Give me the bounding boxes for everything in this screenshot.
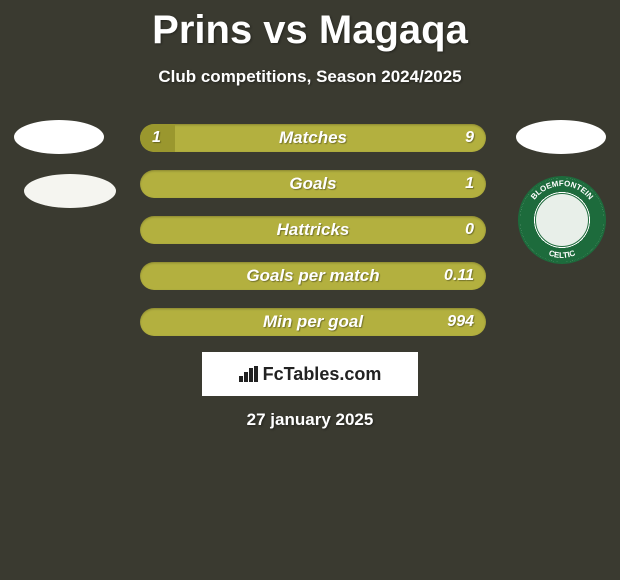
player-right-avatar xyxy=(516,120,606,154)
bar-chart-icon xyxy=(239,366,259,382)
stat-right-value: 1 xyxy=(465,170,474,198)
club-right-logo-inner xyxy=(535,193,589,247)
stat-label: Min per goal xyxy=(140,308,486,336)
date-label: 27 january 2025 xyxy=(0,410,620,430)
stat-right-value: 994 xyxy=(447,308,474,336)
stat-label: Goals per match xyxy=(140,262,486,290)
stat-label: Hattricks xyxy=(140,216,486,244)
club-right-logo xyxy=(518,176,606,264)
page-title: Prins vs Magaqa xyxy=(0,0,620,53)
club-left-logo xyxy=(24,174,116,208)
stat-right-value: 0.11 xyxy=(444,262,474,290)
stat-bars: 1Matches9Goals1Hattricks0Goals per match… xyxy=(140,124,486,354)
stat-bar-goals-per-match: Goals per match0.11 xyxy=(140,262,486,290)
fctables-logo-text: FcTables.com xyxy=(263,364,382,385)
stat-label: Matches xyxy=(140,124,486,152)
stat-bar-goals: Goals1 xyxy=(140,170,486,198)
stat-bar-matches: 1Matches9 xyxy=(140,124,486,152)
stat-right-value: 9 xyxy=(465,124,474,152)
fctables-logo[interactable]: FcTables.com xyxy=(202,352,418,396)
stat-bar-hattricks: Hattricks0 xyxy=(140,216,486,244)
stat-label: Goals xyxy=(140,170,486,198)
stat-right-value: 0 xyxy=(465,216,474,244)
player-left-avatar xyxy=(14,120,104,154)
subtitle: Club competitions, Season 2024/2025 xyxy=(0,67,620,87)
stat-bar-min-per-goal: Min per goal994 xyxy=(140,308,486,336)
